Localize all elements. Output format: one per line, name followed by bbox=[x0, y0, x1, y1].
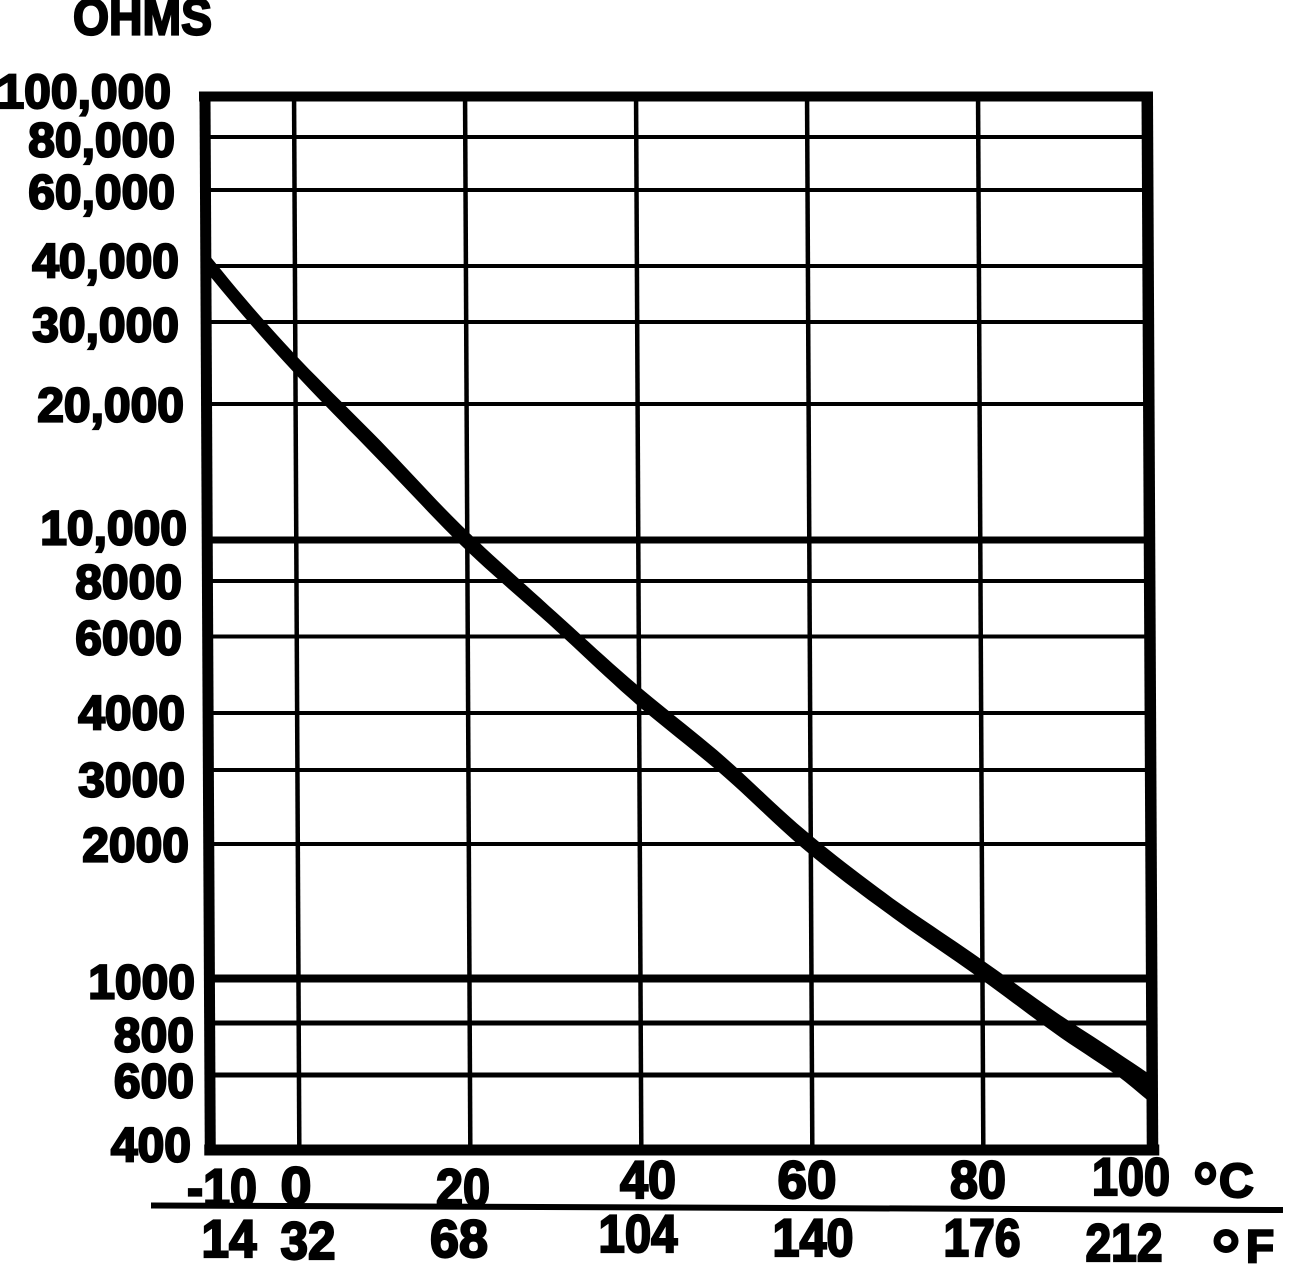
svg-text:C: C bbox=[1219, 1155, 1254, 1208]
svg-text:400: 400 bbox=[111, 1120, 191, 1173]
svg-text:40: 40 bbox=[620, 1151, 676, 1210]
svg-text:2000: 2000 bbox=[82, 820, 189, 873]
svg-text:60: 60 bbox=[778, 1151, 837, 1210]
svg-text:6000: 6000 bbox=[75, 613, 182, 666]
svg-text:OHMS: OHMS bbox=[73, 0, 212, 46]
svg-text:104: 104 bbox=[599, 1205, 678, 1264]
svg-text:8000: 8000 bbox=[75, 557, 182, 610]
svg-text:4000: 4000 bbox=[78, 688, 185, 741]
svg-text:68: 68 bbox=[430, 1210, 488, 1264]
svg-text:40,000: 40,000 bbox=[32, 236, 179, 289]
svg-text:80: 80 bbox=[950, 1151, 1006, 1210]
svg-text:14: 14 bbox=[202, 1210, 257, 1264]
svg-text:20,000: 20,000 bbox=[37, 380, 184, 433]
svg-text:80,000: 80,000 bbox=[28, 115, 175, 168]
svg-text:30,000: 30,000 bbox=[32, 300, 179, 353]
svg-text:1000: 1000 bbox=[88, 957, 195, 1010]
svg-text:3000: 3000 bbox=[78, 755, 185, 808]
svg-text:10,000: 10,000 bbox=[40, 503, 187, 556]
svg-text:800: 800 bbox=[114, 1010, 194, 1063]
svg-text:32: 32 bbox=[281, 1212, 336, 1264]
svg-text:140: 140 bbox=[773, 1209, 854, 1264]
svg-text:600: 600 bbox=[114, 1056, 194, 1109]
svg-text:212: 212 bbox=[1086, 1214, 1163, 1264]
svg-text:100: 100 bbox=[1092, 1148, 1170, 1207]
svg-text:176: 176 bbox=[944, 1209, 1021, 1264]
svg-text:F: F bbox=[1246, 1220, 1274, 1264]
svg-text:60,000: 60,000 bbox=[28, 167, 175, 220]
svg-text:100,000: 100,000 bbox=[0, 66, 171, 119]
